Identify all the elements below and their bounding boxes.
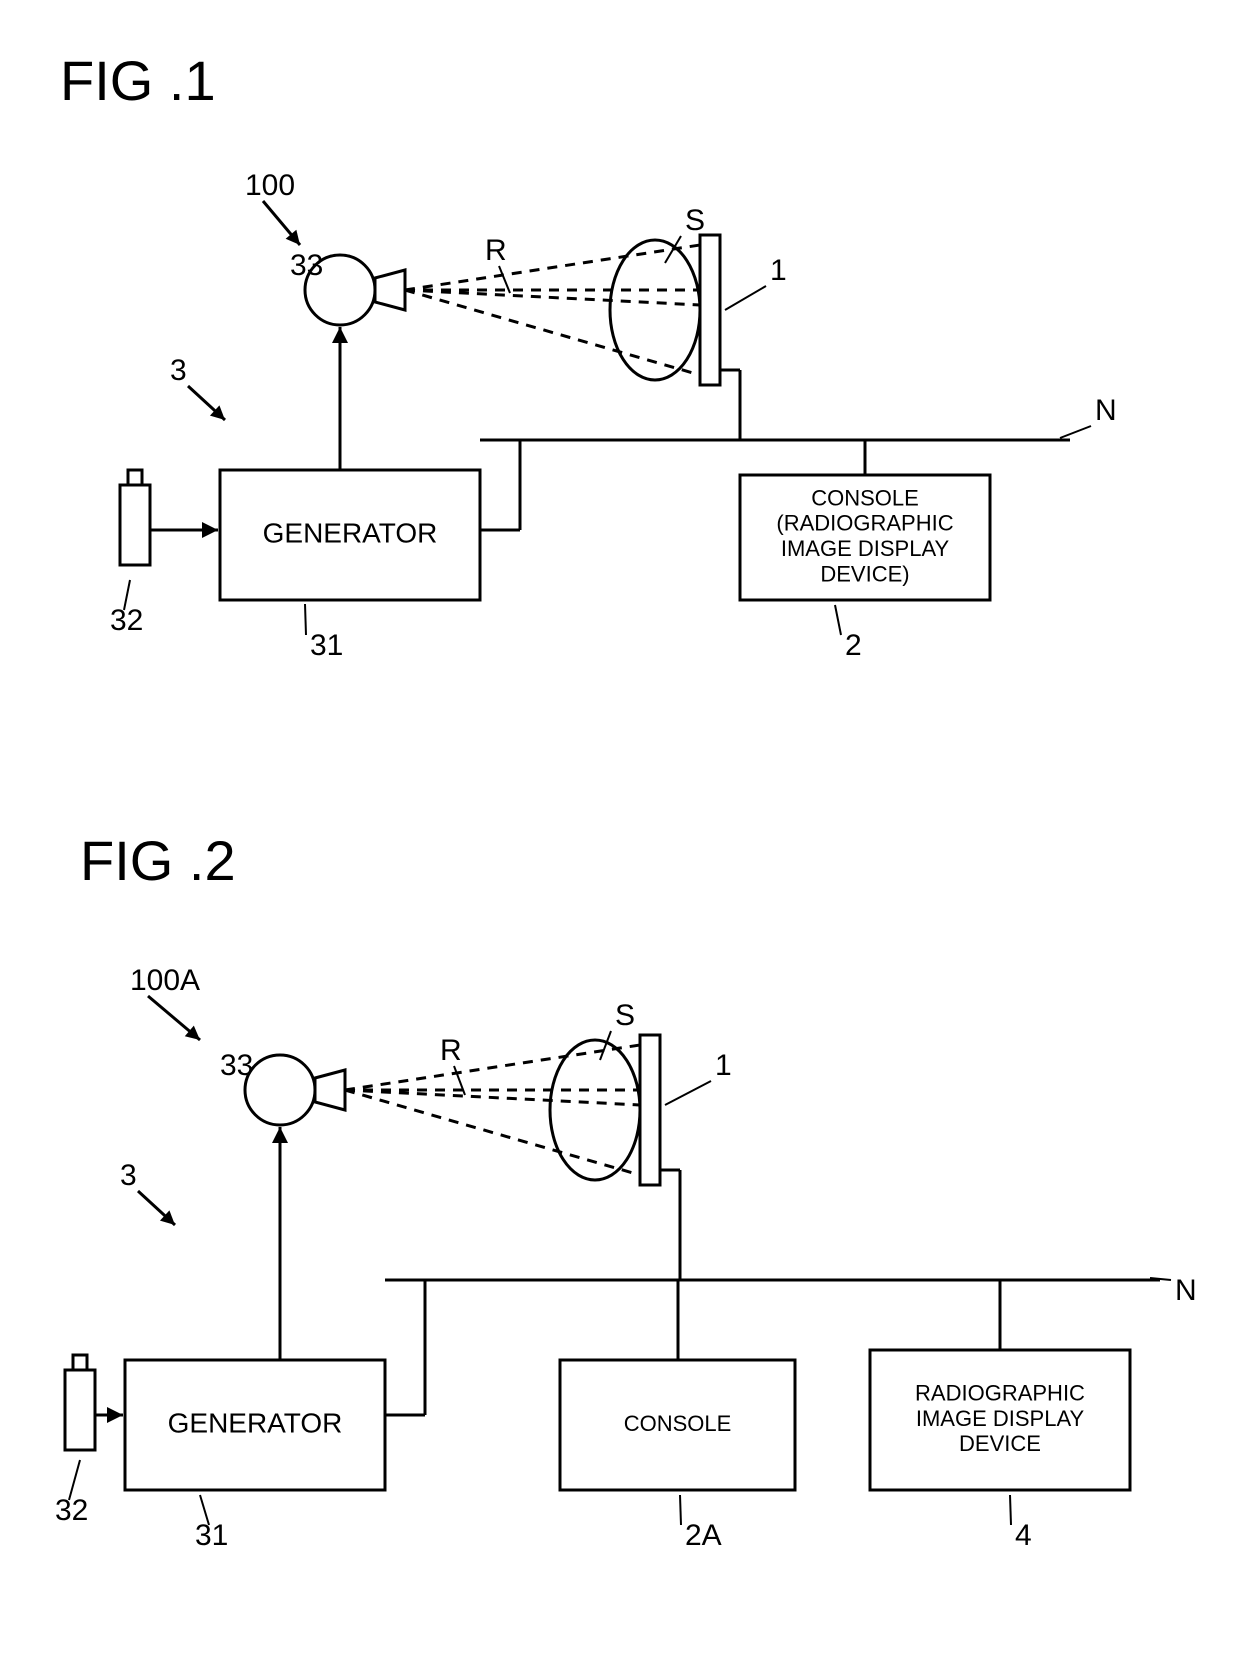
svg-text:N: N (1095, 394, 1117, 427)
svg-text:2: 2 (845, 629, 862, 662)
svg-text:2A: 2A (685, 1519, 722, 1552)
svg-text:33: 33 (290, 249, 323, 282)
svg-text:3: 3 (120, 1159, 137, 1192)
svg-text:100: 100 (245, 169, 295, 202)
svg-text:100A: 100A (130, 964, 200, 997)
svg-text:DEVICE: DEVICE (959, 1431, 1041, 1456)
svg-text:(RADIOGRAPHIC: (RADIOGRAPHIC (776, 511, 953, 536)
svg-text:GENERATOR: GENERATOR (263, 517, 438, 548)
svg-text:1: 1 (770, 254, 787, 287)
svg-text:N: N (1175, 1274, 1197, 1307)
svg-text:1: 1 (715, 1049, 732, 1082)
svg-text:33: 33 (220, 1049, 253, 1082)
svg-text:32: 32 (110, 604, 143, 637)
svg-text:CONSOLE: CONSOLE (811, 485, 919, 510)
svg-text:3: 3 (170, 354, 187, 387)
svg-text:4: 4 (1015, 1519, 1032, 1552)
svg-text:IMAGE DISPLAY: IMAGE DISPLAY (916, 1406, 1085, 1431)
svg-text:DEVICE): DEVICE) (820, 561, 909, 586)
svg-text:S: S (685, 204, 705, 237)
svg-text:GENERATOR: GENERATOR (168, 1407, 343, 1438)
svg-text:32: 32 (55, 1494, 88, 1527)
svg-text:CONSOLE: CONSOLE (624, 1411, 732, 1436)
svg-text:FIG .2: FIG .2 (80, 829, 236, 892)
diagram-canvas: FIG .1GENERATORCONSOLE(RADIOGRAPHICIMAGE… (0, 0, 1240, 1664)
svg-text:31: 31 (195, 1519, 228, 1552)
svg-text:31: 31 (310, 629, 343, 662)
svg-text:IMAGE DISPLAY: IMAGE DISPLAY (781, 536, 950, 561)
svg-text:R: R (440, 1034, 462, 1067)
svg-text:S: S (615, 999, 635, 1032)
svg-text:R: R (485, 234, 507, 267)
svg-text:FIG .1: FIG .1 (60, 49, 216, 112)
svg-text:RADIOGRAPHIC: RADIOGRAPHIC (915, 1381, 1085, 1406)
